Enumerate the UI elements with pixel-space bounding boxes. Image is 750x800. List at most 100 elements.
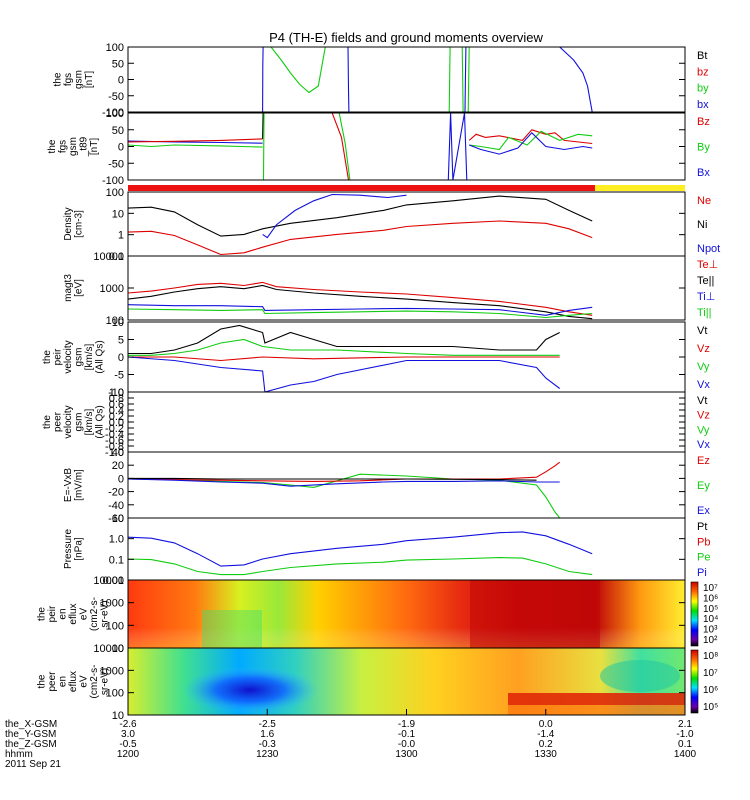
y-axis-label: peer — [47, 671, 58, 692]
y-axis-label: eflux — [68, 671, 79, 692]
spectrogram-feature — [508, 693, 685, 705]
y-tick-label: -40 — [108, 500, 124, 512]
y-tick-label: 10000 — [93, 575, 124, 587]
y-axis-label: [nT] — [84, 71, 95, 88]
ephemeris-value: -2.5 — [259, 719, 277, 730]
panel-frame — [127, 46, 686, 113]
y-axis-label: _t89 — [79, 136, 90, 157]
colorbar-tick-label: 10⁵ — [703, 604, 718, 615]
legend-label: Vz — [697, 410, 710, 422]
y-tick-label: 10 — [112, 710, 124, 722]
y-axis-label: peer — [52, 411, 63, 432]
y-tick-label: 10 — [112, 208, 124, 220]
series-line — [128, 284, 593, 320]
series-line — [128, 477, 537, 481]
legend-label: Pe — [697, 552, 710, 564]
y-axis-label: (cm2-s- — [89, 665, 100, 699]
series-line — [270, 47, 326, 94]
series-line — [128, 138, 263, 143]
ephemeris-value: -0.3 — [259, 739, 277, 750]
colorbar-tick-label: 10⁷ — [703, 668, 718, 679]
y-axis-label: the — [42, 415, 53, 429]
y-axis-label: the — [37, 674, 48, 688]
series-line — [347, 47, 350, 112]
series-line — [469, 130, 593, 151]
mode-bar-red — [128, 185, 595, 191]
y-tick-label: 0.1 — [109, 554, 124, 566]
panel-frame — [127, 451, 686, 519]
legend-label: Te⊥ — [697, 259, 718, 271]
ephemeris-value: -1.4 — [537, 729, 555, 740]
legend-label: Bz — [697, 116, 710, 128]
series-line — [464, 47, 467, 112]
y-tick-label: 50 — [112, 58, 124, 70]
series-line — [467, 47, 470, 112]
y-tick-label: 1000 — [100, 665, 124, 677]
legend-label: Vy — [697, 361, 710, 373]
colorbar-tick-label: 10² — [703, 635, 718, 646]
spectrogram-feature — [470, 580, 600, 648]
panel-peer_velocity: Vt Vz Vy Vx 1.00.80.60.40.20.0-0.2-0.4-0.6-0… — [42, 387, 711, 459]
series-group-fgs_mag — [128, 113, 593, 180]
y-tick-label: 0 — [118, 473, 124, 485]
y-axis-label: peir — [52, 348, 63, 365]
colorbar — [690, 581, 699, 647]
plot-title: P4 (TH-E) fields and ground moments over… — [269, 30, 543, 45]
y-axis-label: E=-VxB — [63, 468, 74, 503]
y-axis-label: the — [52, 72, 63, 86]
series-line — [447, 113, 468, 180]
ephemeris-value: 1200 — [117, 749, 140, 760]
series-line — [559, 47, 593, 112]
colorbar-tick-label: 10⁷ — [703, 583, 718, 594]
ephemeris-row-label: the_Y-GSM — [5, 729, 56, 740]
ephemeris-value: 2.1 — [678, 719, 692, 730]
y-tick-label: 1.0 — [109, 534, 124, 546]
y-axis-label: sr-eV) — [100, 668, 111, 695]
y-axis-label: [km/s] — [84, 408, 95, 435]
y-tick-label: 100 — [106, 315, 124, 327]
colorbar-tick-label: 10⁴ — [703, 614, 718, 625]
legend-label: Ti⊥ — [697, 291, 715, 303]
y-axis-label: [cm-3] — [73, 210, 84, 238]
y-tick-label: -60 — [108, 513, 124, 525]
series-group-density — [128, 193, 593, 256]
ephemeris-value: -1.0 — [676, 729, 694, 740]
spectrogram-feature — [182, 666, 318, 714]
series-line — [128, 356, 560, 362]
y-tick-label: 100 — [106, 42, 124, 54]
y-tick-label: -10 — [108, 387, 124, 399]
y-tick-label: -0.4 — [105, 429, 124, 441]
series-line — [128, 531, 593, 567]
legend-label: Ey — [697, 480, 710, 492]
panel-fgs: Bt bz by bx 100 50 0 -50 -100 the fgs gsm [nT] — [52, 42, 709, 119]
series-group-temperature — [128, 281, 593, 320]
y-axis-label: gsm — [73, 70, 84, 89]
legend-label: Ez — [697, 455, 710, 467]
y-axis-label: [km/s] — [84, 343, 95, 370]
colorbar-tick-label: 10³ — [703, 625, 718, 636]
ephemeris-value: 1330 — [535, 749, 558, 760]
y-axis-label: Pressure — [63, 529, 74, 569]
ephemeris-value: 1230 — [256, 749, 279, 760]
y-axis-label: eV — [79, 608, 90, 621]
series-line — [128, 338, 560, 356]
colorbar-tick-label: 10⁶ — [703, 685, 718, 696]
legend-label: Pb — [697, 536, 710, 548]
y-tick-label: -1.0 — [105, 447, 124, 459]
y-axis-label: fgs — [58, 140, 69, 153]
ephemeris-row-label: the_X-GSM — [5, 719, 57, 730]
series-line — [331, 113, 350, 180]
colorbar-tick-label: 10⁸ — [703, 651, 718, 662]
y-axis-label: the — [47, 139, 58, 153]
y-tick-label: 1000 — [100, 283, 124, 295]
y-axis-label: (All Qs) — [94, 340, 105, 373]
ephemeris-row-label: hhmm — [5, 749, 33, 760]
legend-label: Te|| — [697, 275, 714, 287]
y-tick-label: -20 — [108, 487, 124, 499]
series-line — [128, 473, 561, 518]
y-tick-label: 0.8 — [109, 393, 124, 405]
y-tick-label: -50 — [108, 158, 124, 170]
y-axis-label: fgs — [63, 73, 74, 86]
y-tick-label: 10000 — [93, 643, 124, 655]
